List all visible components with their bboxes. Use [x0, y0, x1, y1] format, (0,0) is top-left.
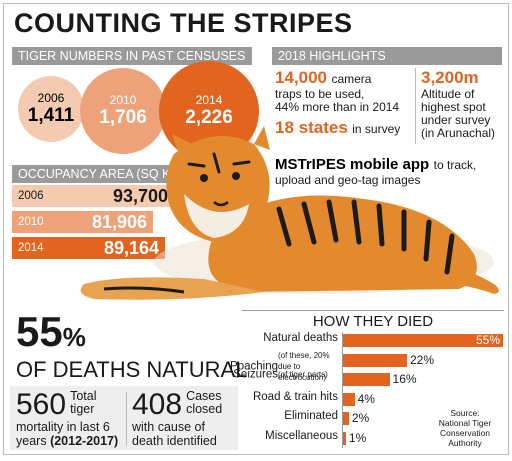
- occupancy-year: 2014: [18, 242, 44, 254]
- died-bar: [343, 353, 407, 367]
- app-name: MSTrIPES mobile app: [275, 156, 430, 173]
- died-category-name: Eliminated: [284, 410, 338, 422]
- states-highlight: 18 states in survey: [275, 118, 400, 138]
- source-text: Source:: [450, 408, 480, 418]
- mortality-text: mortality in last 6: [16, 420, 110, 434]
- altitude-text: under survey: [421, 113, 491, 127]
- occupancy-bar-2014: 2014 89,164: [12, 237, 165, 259]
- app-text: upload and geo-tag images: [275, 173, 421, 187]
- app-highlight: MSTrIPES mobile app to track, upload and…: [275, 156, 505, 187]
- cases-number: 408: [132, 388, 183, 421]
- census-year: 2010: [109, 93, 137, 107]
- natural-deaths-stat: 55%: [16, 308, 86, 356]
- died-category-name: Poaching: [230, 360, 278, 373]
- mortality-number: 560: [16, 388, 67, 421]
- died-category-label: Miscellaneous: [265, 429, 338, 442]
- states-text: in survey: [352, 122, 401, 136]
- died-category-note: (of tiger parts): [278, 370, 328, 379]
- cameras-text: traps to be used,: [275, 87, 365, 101]
- died-bar: [343, 392, 355, 406]
- died-bar: [343, 373, 390, 386]
- highlight-divider: [415, 68, 416, 144]
- died-category-label: Seizures (of tiger parts): [233, 369, 338, 381]
- mortality-text: Total: [70, 389, 97, 403]
- died-category-label: Eliminated: [284, 410, 338, 422]
- censuses-header: TIGER NUMBERS IN PAST CENSUSES: [12, 47, 252, 65]
- census-value: 1,411: [27, 105, 75, 126]
- died-category-name: Seizures: [233, 368, 278, 381]
- cameras-number: 14,000: [275, 68, 327, 87]
- occupancy-value: 89,164: [103, 237, 159, 258]
- mortality-text: tiger: [70, 402, 95, 416]
- census-value: 1,706: [99, 107, 147, 128]
- census-value: 2,226: [185, 107, 233, 128]
- highlights-header: 2018 HIGHLIGHTS: [272, 47, 502, 65]
- altitude-text: (in Arunachal): [421, 126, 496, 140]
- altitude-highlight: 3,200m Altitude of highest spot under su…: [421, 68, 508, 140]
- occupancy-year: 2006: [18, 190, 44, 202]
- died-value-label: 4%: [357, 391, 375, 406]
- tiger-illustration: [80, 126, 499, 300]
- how-they-died-chart: Natural deaths 55% Poaching (of these, 20%…: [230, 332, 506, 450]
- natural-percent-sign: %: [62, 322, 86, 352]
- cases-text: Cases: [186, 389, 222, 403]
- died-value-label: 16%: [392, 372, 417, 386]
- died-bar: [343, 412, 349, 425]
- died-value-label: 2%: [351, 411, 370, 425]
- cameras-text: camera: [331, 72, 372, 86]
- states-number: 18 states: [275, 118, 348, 137]
- mortality-stat: 560 Total tiger mortality in last 6 year…: [16, 388, 124, 449]
- chart-title: HOW THEY DIED: [312, 313, 434, 330]
- altitude-text: highest spot: [421, 100, 486, 114]
- mortality-text: years: [16, 434, 47, 448]
- died-value-label: 22%: [410, 352, 435, 367]
- cases-text: closed: [186, 402, 223, 416]
- died-category-label: Natural deaths: [263, 332, 338, 344]
- census-year: 2006: [37, 91, 65, 105]
- altitude-number: 3,200m: [421, 68, 479, 87]
- stats-divider: [126, 392, 127, 446]
- died-value-label: 1%: [348, 430, 367, 445]
- occupancy-value: 93,700: [112, 185, 168, 206]
- natural-percent-number: 55: [16, 308, 63, 355]
- occupancy-bar-2006: 2006 93,700: [12, 185, 174, 207]
- occupancy-value: 81,906: [91, 211, 147, 232]
- cameras-text: 44% more than in 2014: [275, 100, 400, 114]
- died-bar: [343, 431, 346, 445]
- census-circle-2010: 2010 1,706: [80, 68, 166, 154]
- died-category-name: Miscellaneous: [265, 429, 338, 442]
- occupancy-header: OCCUPANCY AREA (SQ KM): [12, 165, 185, 183]
- census-year: 2014: [195, 93, 223, 107]
- natural-deaths-caption: OF DEATHS NATURAL: [16, 357, 248, 382]
- source-text: Conservation: [439, 428, 491, 438]
- cases-stat: 408 Cases closed with cause of death ide…: [132, 388, 236, 449]
- source-text: Authority: [448, 438, 482, 448]
- page-title: COUNTING THE STRIPES: [14, 8, 353, 38]
- died-bar: [343, 334, 503, 347]
- mortality-years: (2012-2017): [50, 434, 119, 448]
- cases-text: death identified: [132, 434, 217, 448]
- source-text: National Tiger: [438, 418, 492, 428]
- cameras-highlight: 14,000 camera traps to be used, 44% more…: [275, 68, 415, 114]
- died-category-name: Road & train hits: [252, 390, 338, 403]
- died-category-label: Road & train hits: [252, 390, 338, 403]
- died-category-label: Poaching (of these, 20% due to electrocu…: [230, 350, 338, 383]
- died-category-name: Natural deaths: [263, 332, 338, 344]
- infographic: COUNTING THE STRIPES TIGER NUMBERS IN PA…: [3, 3, 509, 455]
- census-circle-2006: 2006 1,411: [18, 76, 84, 142]
- died-value-label: 55%: [476, 333, 501, 347]
- stats-panel: [10, 386, 238, 450]
- chart-rule: [242, 310, 504, 311]
- chart-axis: [342, 332, 343, 448]
- occupancy-year: 2010: [18, 216, 44, 228]
- died-category-note: (of these, 20% due to electrocution): [278, 350, 330, 382]
- altitude-text: Altitude of: [421, 87, 475, 101]
- app-text: to track,: [433, 158, 477, 172]
- cases-text: with cause of: [132, 420, 205, 434]
- occupancy-bar-2010: 2010 81,906: [12, 211, 153, 233]
- source-note: Source: National Tiger Conservation Auth…: [424, 408, 506, 448]
